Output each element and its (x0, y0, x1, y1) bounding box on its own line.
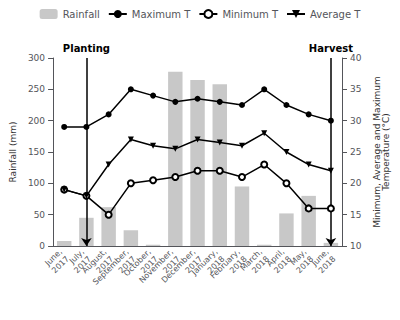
svg-text:Minimum, Average and Maximum: Minimum, Average and Maximum (371, 76, 382, 228)
svg-text:Rainfall (mm): Rainfall (mm) (8, 122, 18, 183)
svg-text:2018: 2018 (250, 254, 271, 276)
svg-text:100: 100 (28, 178, 45, 188)
svg-text:Rainfall: Rainfall (63, 9, 100, 20)
svg-text:Average T: Average T (310, 9, 361, 20)
svg-text:35: 35 (350, 84, 361, 94)
svg-text:2017: 2017 (94, 254, 116, 276)
svg-text:2018: 2018 (272, 254, 293, 275)
svg-text:200: 200 (28, 116, 45, 126)
svg-text:November,: November, (137, 247, 175, 285)
svg-text:2017: 2017 (161, 254, 182, 276)
svg-text:40: 40 (350, 53, 362, 63)
svg-text:April,: April, (265, 247, 287, 269)
svg-text:10: 10 (350, 241, 362, 251)
svg-text:August,: August, (80, 247, 109, 276)
svg-text:2017: 2017 (183, 254, 205, 276)
svg-text:2017: 2017 (72, 254, 94, 276)
svg-text:250: 250 (28, 84, 45, 94)
svg-text:January,: January, (189, 247, 220, 277)
svg-text:December,: December, (159, 247, 198, 285)
svg-text:30: 30 (350, 116, 362, 126)
svg-text:0: 0 (39, 241, 45, 251)
svg-text:150: 150 (28, 147, 45, 157)
svg-text:February,: February, (208, 247, 242, 281)
svg-text:25: 25 (350, 147, 361, 157)
svg-text:15: 15 (350, 210, 361, 220)
svg-text:Maximum T: Maximum T (132, 9, 191, 20)
svg-text:2018: 2018 (228, 254, 249, 276)
svg-text:Minimum T: Minimum T (222, 9, 279, 20)
svg-text:300: 300 (28, 53, 45, 63)
svg-text:Planting: Planting (63, 43, 110, 54)
svg-text:October,: October, (122, 247, 153, 278)
svg-text:March,: March, (238, 247, 264, 273)
svg-text:June,: June, (43, 247, 64, 268)
svg-text:2018: 2018 (205, 254, 227, 276)
svg-text:2017: 2017 (116, 254, 138, 276)
svg-text:2018: 2018 (317, 254, 338, 275)
svg-text:September,: September, (91, 247, 131, 287)
svg-text:50: 50 (34, 210, 46, 220)
svg-text:May,: May, (288, 247, 309, 268)
svg-text:2018: 2018 (294, 254, 316, 276)
svg-text:20: 20 (350, 178, 362, 188)
svg-text:2017: 2017 (139, 254, 160, 276)
svg-text:Harvest: Harvest (309, 43, 353, 54)
svg-text:June,: June, (310, 247, 331, 268)
svg-text:2017: 2017 (50, 254, 71, 275)
svg-text:Temperature (°C): Temperature (°C) (381, 113, 391, 192)
svg-text:July,: July, (67, 247, 87, 266)
